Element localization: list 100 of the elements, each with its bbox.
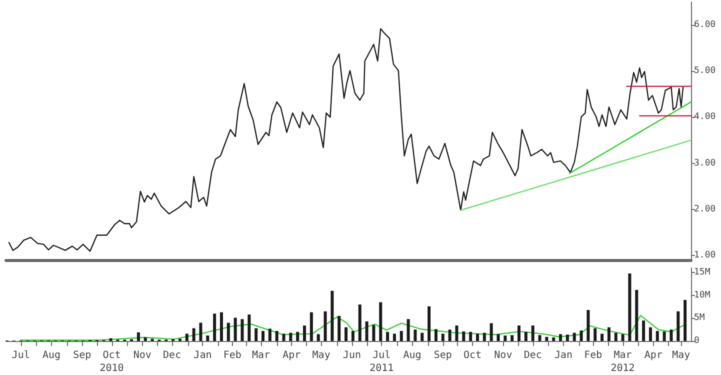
bar <box>234 318 237 341</box>
x-tick-label: Sep <box>73 350 92 361</box>
x-tick-label: May <box>672 350 690 361</box>
bar <box>538 335 542 341</box>
bar <box>524 332 528 341</box>
y-tick-label: 0 <box>694 336 700 346</box>
bar <box>351 330 354 341</box>
bar <box>662 331 666 341</box>
bar <box>566 334 569 341</box>
bar <box>684 300 687 341</box>
bar <box>226 322 230 341</box>
bar <box>248 314 251 341</box>
x-tick-label: Apr <box>644 350 662 361</box>
x-tick-label: Oct 2010 <box>100 350 124 374</box>
x-tick-label: Aug <box>42 350 60 361</box>
bar <box>268 328 272 341</box>
y-tick-label: 1.00 <box>694 250 716 260</box>
x-tick-label: Aug <box>403 350 422 361</box>
bar <box>510 335 514 341</box>
bar <box>455 325 458 341</box>
bar <box>496 334 500 341</box>
line-series <box>8 28 684 252</box>
x-tick-label: Dec <box>524 350 542 361</box>
bar <box>316 334 320 341</box>
bar <box>379 302 382 341</box>
bar <box>275 330 278 341</box>
x-tick-label: Mar <box>252 350 270 361</box>
bar <box>559 334 562 341</box>
bar <box>136 332 140 341</box>
bar <box>648 327 652 341</box>
x-tick-label: Jan <box>194 350 212 361</box>
y-tick-label: 10M <box>694 290 711 300</box>
bar <box>531 325 534 341</box>
x-tick-label: Jan <box>554 350 573 361</box>
bar <box>490 323 493 341</box>
x-tick-label: Feb <box>223 350 242 361</box>
bar <box>621 334 624 341</box>
bar <box>358 304 362 341</box>
bar <box>144 337 147 341</box>
bar <box>462 331 466 341</box>
bar <box>344 327 348 341</box>
bar <box>482 332 486 341</box>
bar <box>192 328 196 341</box>
bar <box>441 334 444 341</box>
x-tick-label: Jul <box>12 350 30 361</box>
bar <box>434 329 438 341</box>
bar <box>303 325 306 341</box>
bar <box>572 332 576 341</box>
bar <box>607 327 610 341</box>
bar <box>282 334 286 341</box>
x-tick-label: May <box>312 350 330 361</box>
bar <box>289 332 292 341</box>
bar <box>414 330 417 341</box>
x-tick-label: Sep <box>434 350 452 361</box>
bar <box>635 290 638 341</box>
bar <box>428 306 431 341</box>
x-tick-label: Nov <box>494 350 512 361</box>
bar <box>580 330 583 341</box>
bar <box>372 325 376 341</box>
bar <box>600 334 604 341</box>
bar <box>296 332 300 341</box>
line-series <box>20 314 684 341</box>
y-tick-label: 15M <box>694 268 711 278</box>
bar <box>476 334 479 341</box>
bar <box>338 316 341 341</box>
bar <box>310 312 313 341</box>
y-tick-label: 5M <box>694 313 706 324</box>
x-tick-label: Jun <box>342 350 361 361</box>
bar <box>676 311 680 341</box>
bar <box>545 336 548 341</box>
x-tick-label: Dec <box>163 350 182 361</box>
bar <box>552 337 556 341</box>
x-tick-label: Jul 2011 <box>370 350 394 374</box>
bar <box>594 328 597 341</box>
x-tick-label: Feb <box>584 350 602 361</box>
bar <box>448 330 452 341</box>
bar <box>469 332 472 341</box>
x-tick-label: Nov <box>133 350 152 361</box>
bar <box>185 334 188 341</box>
bar <box>504 336 507 341</box>
bar <box>324 311 327 341</box>
bar <box>206 336 210 341</box>
y-tick-label: 5.00 <box>694 66 716 76</box>
bar <box>213 314 216 341</box>
bar <box>262 330 264 341</box>
bar <box>392 334 396 341</box>
bar <box>199 322 202 341</box>
bar <box>240 319 244 341</box>
bar <box>614 332 618 341</box>
bar <box>220 312 223 341</box>
y-tick-label: 3.00 <box>694 158 716 168</box>
bar <box>109 338 112 341</box>
bar <box>586 310 590 341</box>
bar <box>386 332 390 341</box>
bar <box>420 332 424 341</box>
y-tick-label: 4.00 <box>694 112 716 122</box>
bar <box>628 273 632 341</box>
bar <box>518 325 521 341</box>
bar <box>400 330 403 341</box>
bar <box>670 330 673 341</box>
